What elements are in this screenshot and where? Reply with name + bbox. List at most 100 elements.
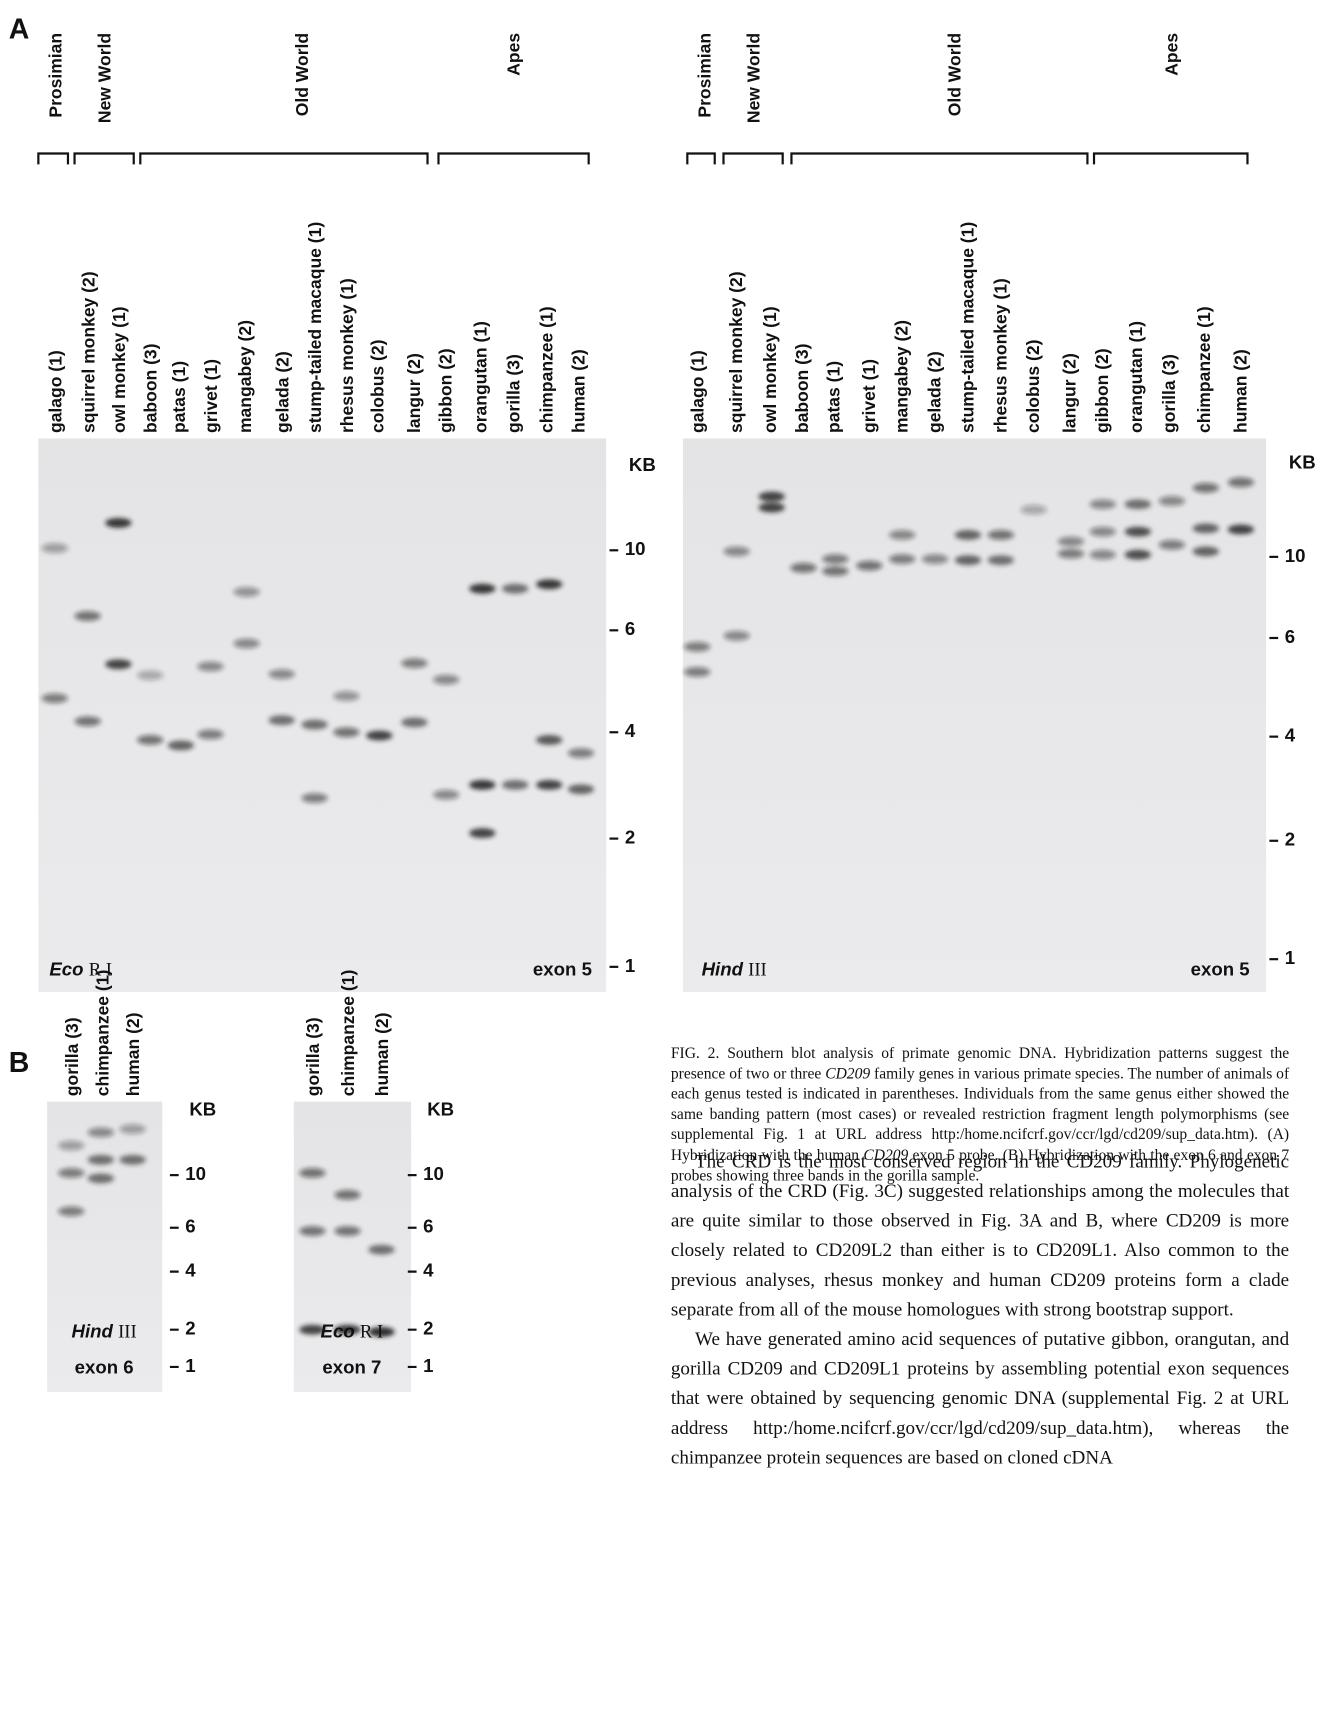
- band: [502, 583, 529, 594]
- band: [87, 1173, 115, 1184]
- band: [74, 716, 101, 727]
- group-label: Prosimian: [694, 33, 714, 118]
- band: [856, 560, 883, 571]
- lane-label: gelada (2): [272, 351, 292, 433]
- lane-label: gorilla (3): [504, 354, 524, 433]
- probe-label: exon 6: [75, 1357, 134, 1378]
- band: [822, 566, 849, 577]
- band: [366, 730, 393, 741]
- kb-marker: 4: [1285, 725, 1296, 746]
- band: [954, 555, 982, 566]
- caption-text: family genes in various primate species.…: [670, 1065, 1290, 1165]
- lane-label: grivet (1): [201, 359, 221, 433]
- lane-label: baboon (3): [792, 343, 812, 433]
- band: [1158, 496, 1185, 506]
- group-label: Old World: [944, 33, 964, 116]
- lane-label: gorilla (3): [1159, 354, 1179, 433]
- band: [299, 1226, 326, 1236]
- band: [1057, 536, 1085, 547]
- probe-label: exon 7: [322, 1357, 381, 1378]
- kb-marker: 1: [185, 1355, 195, 1376]
- lane-label: rhesus monkey (1): [337, 278, 357, 433]
- band: [889, 554, 916, 564]
- band: [469, 583, 496, 594]
- group-label: New World: [95, 33, 115, 123]
- band: [1124, 549, 1152, 560]
- band: [167, 740, 195, 751]
- band: [137, 670, 164, 681]
- kb-marker: 4: [625, 720, 636, 741]
- band: [333, 691, 360, 702]
- band: [137, 735, 164, 745]
- band: [1192, 482, 1219, 493]
- kb-marker: 6: [185, 1216, 195, 1237]
- lane-label: human (2): [568, 349, 588, 433]
- band: [301, 793, 328, 803]
- band: [432, 789, 460, 800]
- enzyme-label: Eco R I: [321, 1320, 384, 1342]
- bracket: [686, 152, 1249, 165]
- band: [954, 530, 982, 540]
- kb-title: KB: [629, 454, 656, 475]
- band: [921, 554, 949, 564]
- band: [105, 659, 132, 670]
- panel-label: B: [9, 1047, 30, 1079]
- kb-marker: 2: [625, 827, 635, 848]
- band: [301, 719, 328, 730]
- kb-marker: 10: [625, 538, 646, 559]
- group-label: New World: [744, 33, 764, 123]
- band: [1124, 526, 1152, 537]
- band: [334, 1189, 361, 1200]
- band: [1227, 477, 1255, 488]
- band: [333, 727, 360, 738]
- band: [58, 1206, 85, 1217]
- group-label: Apes: [1161, 33, 1181, 76]
- lane-label: galago (1): [688, 350, 708, 433]
- kb-marker: 2: [185, 1318, 195, 1339]
- lane-label: chimpanzee (1): [1194, 306, 1214, 433]
- enzyme-name: Hind: [702, 959, 744, 980]
- band: [1089, 549, 1116, 560]
- enzyme-suffix: III: [118, 1321, 137, 1342]
- band: [536, 779, 563, 790]
- band: [758, 491, 785, 502]
- band: [401, 658, 428, 669]
- kb-marker: 6: [1285, 626, 1295, 647]
- band: [822, 554, 849, 564]
- band: [58, 1168, 85, 1178]
- band: [987, 555, 1014, 566]
- kb-title: KB: [427, 1098, 454, 1119]
- lane-label: grivet (1): [859, 359, 879, 433]
- gel: [293, 1101, 412, 1393]
- band: [87, 1154, 115, 1165]
- band: [469, 779, 496, 790]
- band: [119, 1154, 146, 1165]
- enzyme-suffix: III: [748, 960, 767, 981]
- band: [334, 1226, 361, 1236]
- lane-label: langur (2): [1059, 353, 1079, 433]
- band: [87, 1127, 115, 1138]
- lane-label: orangutan (1): [471, 321, 491, 433]
- lane-label: gorilla (3): [62, 1017, 82, 1096]
- kb-marker: 10: [1285, 545, 1306, 566]
- enzyme-label: Eco R I: [49, 959, 112, 981]
- bands: [41, 477, 1255, 1337]
- band: [119, 1124, 146, 1135]
- band: [758, 502, 785, 513]
- caption-text: FIG. 2. Southern blot analysis of primat…: [670, 1044, 1290, 1083]
- lane-label: patas (1): [824, 361, 844, 433]
- gene-name: CD209: [863, 1146, 909, 1165]
- band: [889, 530, 916, 540]
- band: [299, 1324, 326, 1335]
- kb-marker: 4: [185, 1260, 196, 1281]
- band: [1020, 504, 1047, 515]
- kb-marker: 4: [423, 1260, 434, 1281]
- kb-marker: 6: [625, 618, 635, 639]
- lane-label: chimpanzee (1): [93, 970, 113, 1097]
- band: [567, 784, 595, 795]
- band: [334, 1324, 361, 1335]
- enzyme-label: Hind III: [72, 1320, 137, 1342]
- lane-label: squirrel monkey (2): [726, 271, 746, 433]
- lane-label: colobus (2): [368, 340, 388, 433]
